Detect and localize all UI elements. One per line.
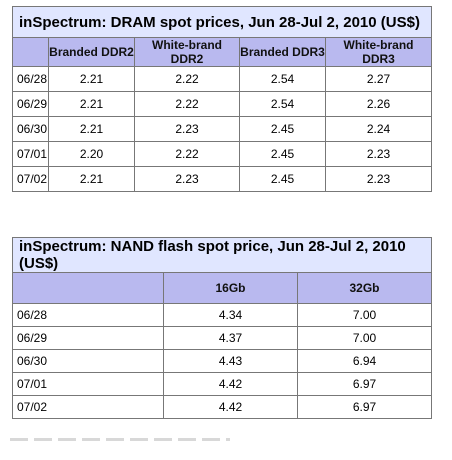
price-cell: 2.23	[324, 141, 433, 167]
table-row: 06/29 2.21 2.22 2.54 2.26	[12, 91, 433, 117]
date-cell: 06/29	[12, 91, 49, 117]
table-row: 07/01 4.42 6.97	[12, 372, 432, 396]
date-cell: 06/30	[12, 349, 164, 373]
price-cell: 2.20	[48, 141, 135, 167]
nand-header-32gb: 32Gb	[297, 272, 432, 304]
table-row: 07/02 4.42 6.97	[12, 395, 432, 419]
dram-table-title: inSpectrum: DRAM spot prices, Jun 28-Jul…	[11, 6, 433, 38]
price-cell: 7.00	[297, 326, 432, 350]
price-cell: 6.97	[297, 372, 432, 396]
nand-price-table: inSpectrum: NAND flash spot price, Jun 2…	[12, 237, 432, 419]
date-cell: 06/30	[12, 116, 49, 142]
price-cell: 2.21	[48, 66, 135, 92]
table-row: 06/28 2.21 2.22 2.54 2.27	[12, 66, 433, 92]
price-cell: 2.22	[134, 141, 240, 167]
date-cell: 07/02	[12, 395, 164, 419]
table-row: 06/30 4.43 6.94	[12, 349, 432, 373]
price-cell: 4.42	[163, 395, 298, 419]
price-cell: 2.27	[324, 66, 433, 92]
dram-header-whitebrand-ddr2: White-brand DDR2	[134, 37, 240, 67]
price-cell: 4.37	[163, 326, 298, 350]
nand-header-row: 16Gb 32Gb	[12, 272, 432, 304]
price-cell: 2.54	[239, 91, 326, 117]
price-cell: 2.21	[48, 116, 135, 142]
price-cell: 2.22	[134, 91, 240, 117]
price-cell: 2.21	[48, 91, 135, 117]
price-cell: 6.97	[297, 395, 432, 419]
price-cell: 7.00	[297, 303, 432, 327]
dram-header-whitebrand-ddr3: White-brand DDR3	[324, 37, 433, 67]
price-cell: 2.54	[239, 66, 326, 92]
nand-table-title: inSpectrum: NAND flash spot price, Jun 2…	[12, 237, 432, 273]
table-row: 06/29 4.37 7.00	[12, 326, 432, 350]
price-cell: 4.42	[163, 372, 298, 396]
price-cell: 4.34	[163, 303, 298, 327]
date-cell: 06/28	[12, 303, 164, 327]
price-cell: 2.23	[134, 166, 240, 192]
price-cell: 4.43	[163, 349, 298, 373]
nand-header-date	[12, 272, 164, 304]
dram-header-branded-ddr2: Branded DDR2	[48, 37, 135, 67]
price-cell: 2.45	[239, 141, 326, 167]
table-row: 06/28 4.34 7.00	[12, 303, 432, 327]
table-row: 07/01 2.20 2.22 2.45 2.23	[12, 141, 433, 167]
price-cell: 2.23	[134, 116, 240, 142]
dram-title-row: inSpectrum: DRAM spot prices, Jun 28-Jul…	[11, 6, 433, 38]
table-row: 06/30 2.21 2.23 2.45 2.24	[12, 116, 433, 142]
nand-title-row: inSpectrum: NAND flash spot price, Jun 2…	[12, 237, 432, 273]
date-cell: 07/01	[12, 141, 49, 167]
table-row: 07/02 2.21 2.23 2.45 2.23	[12, 166, 433, 192]
dram-header-date	[12, 37, 49, 67]
dram-price-table: inSpectrum: DRAM spot prices, Jun 28-Jul…	[11, 6, 433, 192]
dram-header-row: Branded DDR2 White-brand DDR2 Branded DD…	[12, 37, 433, 67]
date-cell: 06/28	[12, 66, 49, 92]
dram-header-branded-ddr3: Branded DDR3	[239, 37, 326, 67]
price-cell: 2.23	[324, 166, 433, 192]
price-cell: 6.94	[297, 349, 432, 373]
date-cell: 06/29	[12, 326, 164, 350]
price-cell: 2.22	[134, 66, 240, 92]
price-cell: 2.21	[48, 166, 135, 192]
price-cell: 2.26	[324, 91, 433, 117]
faded-footnote-line	[10, 438, 230, 441]
price-cell: 2.45	[239, 116, 326, 142]
price-cell: 2.45	[239, 166, 326, 192]
date-cell: 07/02	[12, 166, 49, 192]
date-cell: 07/01	[12, 372, 164, 396]
price-cell: 2.24	[324, 116, 433, 142]
nand-header-16gb: 16Gb	[163, 272, 298, 304]
